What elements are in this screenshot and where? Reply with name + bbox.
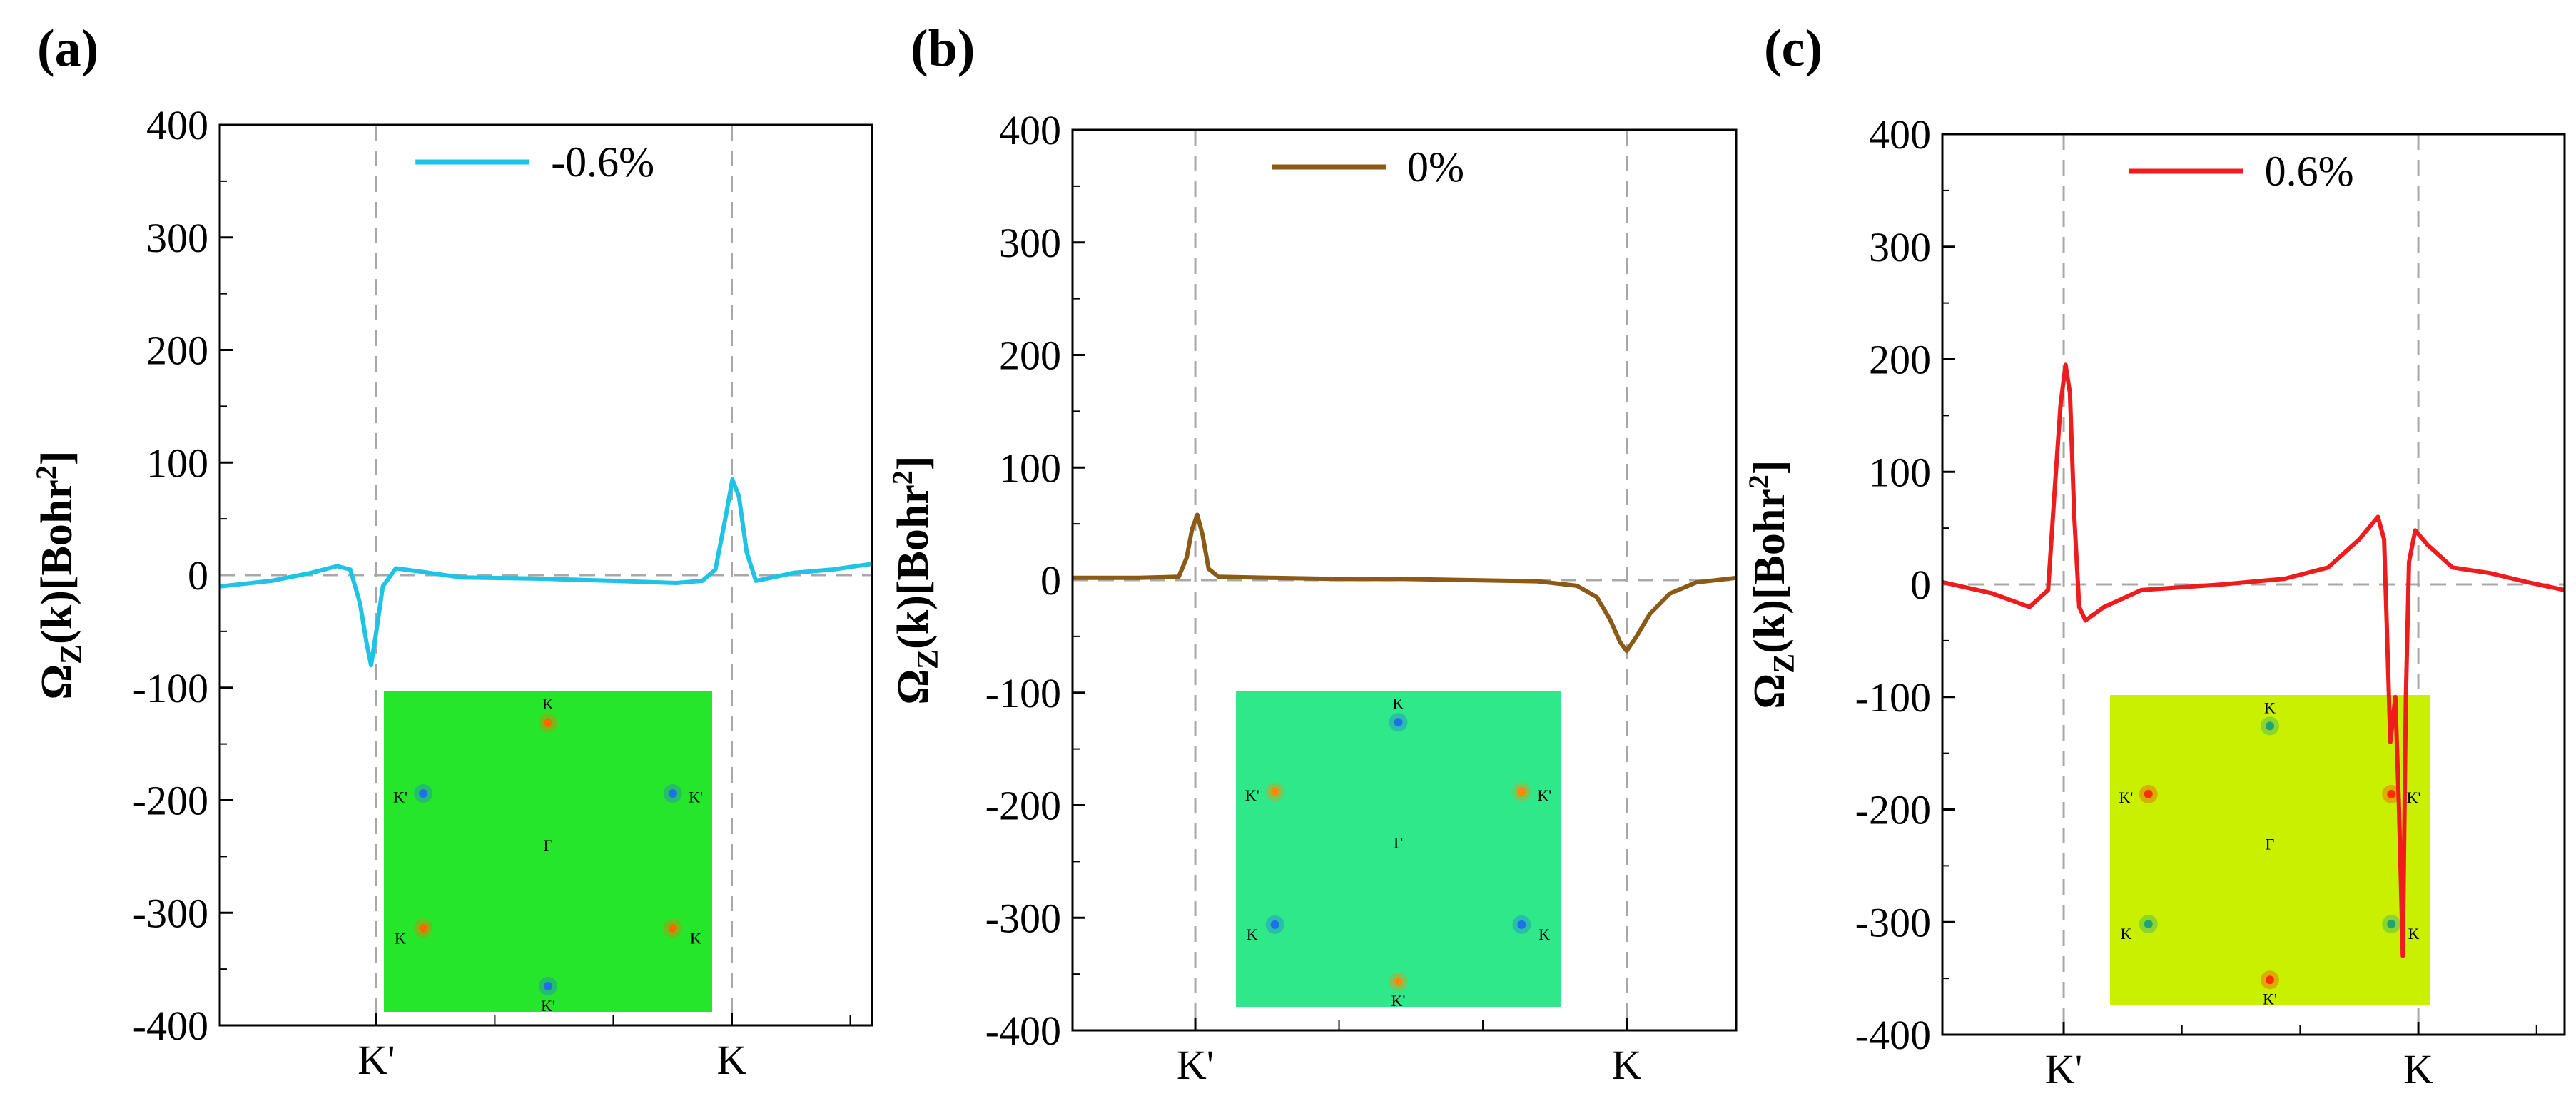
y-tick-label: -100 [985,670,1061,716]
y-tick-label: 200 [999,333,1061,379]
y-tick-label: -300 [985,895,1061,941]
y-tick-label: 400 [1869,111,1931,158]
y-tick-label: 0 [188,552,208,599]
inset-label: K [2408,925,2420,943]
y-tick-label: -200 [1855,787,1931,833]
inset-label: K' [1537,786,1551,804]
y-tick-label: -200 [985,783,1061,829]
y-tick-label: 100 [999,445,1061,491]
x-tick-label: K' [1177,1042,1214,1088]
inset-label: K' [1391,992,1406,1010]
y-tick-label: 0 [1040,557,1061,604]
inset-label: K' [689,788,703,806]
inset-map [2110,695,2430,1005]
x-tick-label: K [1612,1042,1642,1088]
series-line [1942,362,2565,958]
inset-valley-dot [1517,787,1526,796]
inset-valley-dot [1517,920,1526,929]
inset-valley-dot [1270,920,1279,929]
y-tick-label: 300 [1869,224,1931,270]
panel-3: (c) 400 300 200 100 0 -100 -200 -300 -400 K' K K K' K'… [1743,19,2566,1092]
inset-label: Γ [2266,835,2275,853]
y-tick-label: -300 [133,890,208,936]
y-tick-label: -100 [1855,674,1931,721]
y-tick-label: 300 [146,215,208,261]
series-line [1073,512,1737,654]
y-tick-label: 0 [1910,562,1931,608]
panel-1: (a) 400 300 200 100 0 -100 -200 -300 -400 K' K K K' K'… [30,19,873,1083]
inset-label: K [542,695,554,713]
inset-label: K [1538,925,1550,943]
y-axis-label: ΩZ(k)[Bohr2] [886,455,945,704]
inset-label: K [1393,695,1404,713]
legend-label: 0% [1407,143,1464,191]
inset-map [384,691,712,1012]
legend-label: 0.6% [2265,148,2354,195]
inset-label: K' [393,788,407,806]
inset-label: K' [541,997,555,1015]
panel-label: (b) [911,19,975,78]
inset-valley-dot [1394,977,1403,986]
y-tick-label: 400 [146,102,208,148]
inset-valley-dot [668,789,677,798]
y-tick-label: -400 [133,1003,208,1049]
inset-label: K' [2263,990,2277,1008]
inset-valley-dot [1394,718,1403,727]
y-tick-label: 300 [999,220,1061,266]
inset-map [1236,691,1561,1007]
y-axis-label: ΩZ(k)[Bohr2] [30,450,88,699]
y-tick-label: -100 [133,665,208,711]
x-tick-label: K' [358,1037,395,1083]
inset-label: K [2264,699,2276,716]
berry-curvature-inset: K K' K' Γ K K K' [2110,695,2430,1008]
inset-valley-dot [544,719,552,727]
inset-valley-dot [544,982,552,990]
inset-label: K [395,930,406,948]
inset-valley-dot [2144,920,2153,929]
y-tick-label: 200 [146,328,208,374]
legend-label: -0.6% [551,138,654,186]
inset-label: K [2120,925,2131,943]
y-tick-label: -300 [1855,899,1931,945]
axes-frame [1941,133,2566,1036]
y-tick-label: -200 [133,778,208,824]
inset-label: Γ [544,836,553,854]
inset-valley-dot [2144,789,2153,798]
inset-valley-dot [419,789,428,798]
series-line [219,477,873,668]
inset-valley-dot [1270,787,1279,796]
y-tick-label: -400 [985,1008,1061,1054]
inset-valley-dot [2266,721,2274,731]
inset-label: K [1247,925,1258,943]
y-tick-label: 200 [1869,337,1931,383]
y-tick-label: 400 [999,107,1061,153]
y-tick-label: -400 [1855,1012,1931,1058]
inset-valley-dot [668,924,677,933]
inset-valley-dot [2266,975,2274,985]
y-axis-label: ΩZ(k)[Bohr2] [1743,460,1801,709]
axes-frame [218,123,873,1027]
y-tick-label: 100 [146,440,208,486]
inset-label: K' [2119,788,2133,806]
panel-label: (c) [1764,19,1822,78]
inset-valley-dot [2387,789,2396,798]
panel-2: (b) 400 300 200 100 0 -100 -200 -300 -400 K' K K K' K'… [886,19,1738,1088]
berry-curvature-inset: K K' K' Γ K K K' [1236,691,1561,1010]
inset-label: K [690,930,701,948]
y-tick-label: 100 [1869,449,1931,495]
berry-curvature-inset: K K' K' Γ K K K' [384,691,712,1015]
inset-label: K' [2407,788,2421,806]
x-tick-label: K [2403,1046,2433,1092]
inset-label: Γ [1394,834,1403,852]
x-tick-label: K' [2045,1046,2082,1092]
panel-label: (a) [37,19,98,78]
inset-valley-dot [419,924,428,933]
inset-label: K' [1245,786,1259,804]
inset-valley-dot [2387,920,2396,929]
axes-frame [1071,128,1738,1032]
x-tick-label: K [717,1037,747,1083]
